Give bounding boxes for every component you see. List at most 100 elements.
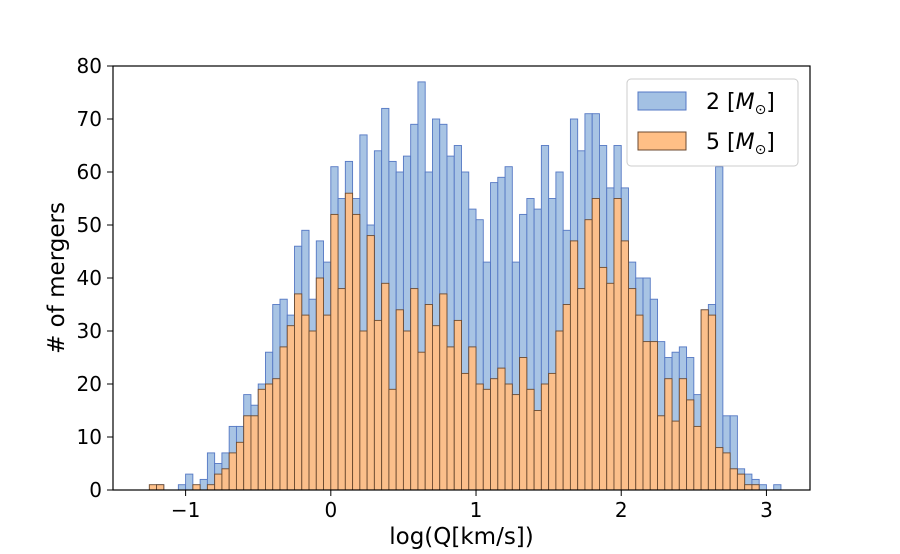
series-2-bar-32 — [381, 282, 390, 491]
legend-swatch-series-2 — [637, 131, 687, 151]
series-2-bar-54 — [540, 383, 550, 491]
series-2-bar-67 — [635, 314, 644, 491]
series-1-bar-4 — [185, 473, 194, 491]
series-2-bar-38 — [424, 304, 433, 491]
series-2-bar-26 — [337, 288, 346, 491]
series-2-bar-69 — [649, 341, 658, 491]
series-2-bar-50 — [511, 394, 521, 491]
legend-label-series-2-subscript: ⊙ — [755, 142, 767, 158]
series-2-bar-0 — [148, 484, 158, 491]
series-2-bar-28 — [352, 213, 361, 491]
x-tick-label: −1 — [171, 498, 200, 522]
series-2-bar-20 — [294, 293, 303, 491]
series-2-bar-13 — [243, 415, 252, 491]
series-2-bar-45 — [475, 383, 484, 491]
series-2-bar-21 — [301, 314, 310, 491]
legend-label-series-2: 5 [M⊙] — [706, 130, 775, 158]
series-2-bar-16 — [265, 383, 274, 491]
x-tick-label: 1 — [470, 498, 483, 522]
series-2-bar-59 — [577, 288, 586, 491]
y-tick-label: 10 — [77, 425, 102, 449]
series-2-bar-74 — [686, 399, 695, 491]
series-1-bar-77 — [715, 166, 724, 491]
y-axis: 0 10 20 30 40 50 60 70 80 — [77, 54, 113, 502]
series-2-bar-17 — [272, 378, 281, 491]
series-2-bar-10 — [221, 468, 230, 491]
series-2-bar-71 — [664, 378, 673, 491]
series-2-bar-77 — [707, 314, 717, 491]
legend-label-series-2-main: 5 [ — [706, 130, 736, 155]
series-2-bar-11 — [228, 452, 237, 491]
series-2-bar-64 — [613, 198, 622, 491]
series-2-bar-14 — [250, 415, 259, 491]
series-2-bar-24 — [323, 314, 332, 491]
series-2-bar-62 — [599, 266, 608, 491]
series-2-bar-19 — [286, 325, 295, 491]
series-2-bar-73 — [678, 378, 688, 491]
series-2-bar-53 — [533, 410, 542, 491]
series-2-bar-42 — [453, 319, 462, 491]
y-tick-label: 40 — [77, 266, 102, 290]
series-2-bar-82 — [744, 484, 753, 491]
y-tick-label: 80 — [77, 54, 102, 78]
y-tick-label: 50 — [77, 213, 102, 237]
series-2-bar-40 — [439, 293, 448, 491]
y-axis-title: # of mergers — [44, 202, 70, 354]
y-tick-label: 30 — [77, 319, 102, 343]
series-2-bar-46 — [482, 388, 491, 491]
series-2-bar-58 — [569, 240, 579, 491]
series-2-bar-70 — [657, 415, 666, 491]
y-tick-label: 60 — [77, 160, 102, 184]
series-2-bar-66 — [628, 288, 637, 491]
series-2-bar-76 — [700, 309, 709, 491]
legend-label-series-1-subscript: ⊙ — [755, 102, 767, 118]
series-2-bar-55 — [548, 372, 557, 491]
series-2-bar-56 — [555, 330, 564, 491]
legend-label-series-1: 2 [M⊙] — [706, 90, 775, 118]
series-2-bar-81 — [736, 473, 746, 491]
series-2-bar-27 — [344, 192, 354, 491]
series-2-bar-61 — [591, 198, 600, 491]
legend-label-series-1-symbol: M — [736, 90, 755, 115]
series-2-bar-68 — [642, 341, 651, 491]
series-2-bar-18 — [279, 346, 288, 491]
x-tick-label: 0 — [324, 498, 337, 522]
series-1-bar-6 — [199, 478, 208, 491]
x-tick-label: 2 — [615, 498, 628, 522]
series-2-bar-8 — [206, 484, 216, 491]
series-2-bar-25 — [330, 213, 339, 491]
series-2-bar-15 — [257, 388, 266, 491]
series-2-bar-30 — [366, 235, 375, 491]
series-2-bar-72 — [671, 420, 680, 491]
series-2-bar-52 — [526, 388, 535, 491]
series-2-bar-75 — [693, 425, 702, 491]
series-2-bar-31 — [373, 319, 383, 491]
series-2-bar-37 — [417, 351, 426, 491]
x-axis: −1 0 1 2 3 — [171, 490, 773, 522]
legend-swatch-series-1 — [637, 91, 687, 111]
series-2-bar-57 — [562, 304, 571, 491]
x-axis-title: log(Q[km/s]) — [389, 524, 534, 550]
y-tick-label: 0 — [89, 478, 102, 502]
legend-label-series-2-close: ] — [766, 130, 775, 155]
series-1-bar-85 — [773, 484, 782, 491]
x-tick-label: 3 — [760, 498, 773, 522]
series-2-bar-49 — [504, 383, 513, 491]
legend-label-series-2-symbol: M — [736, 130, 755, 155]
series-2-bar-43 — [461, 372, 470, 491]
series-2-bar-48 — [497, 367, 506, 491]
series-2-bar-39 — [432, 325, 441, 491]
series-2-bar-60 — [584, 219, 593, 491]
y-tick-label: 20 — [77, 372, 102, 396]
series-2-bar-12 — [235, 441, 245, 491]
legend-label-series-1-main: 2 [ — [706, 90, 736, 115]
series-1-bar-83 — [758, 484, 767, 491]
series-2-bar-47 — [490, 378, 499, 491]
series-2-bar-6 — [192, 484, 201, 491]
series-2-bar-33 — [388, 388, 397, 491]
series-2-bar-79 — [722, 452, 731, 491]
series-2-bar-83 — [751, 484, 760, 491]
series-2-bar-51 — [519, 357, 528, 491]
